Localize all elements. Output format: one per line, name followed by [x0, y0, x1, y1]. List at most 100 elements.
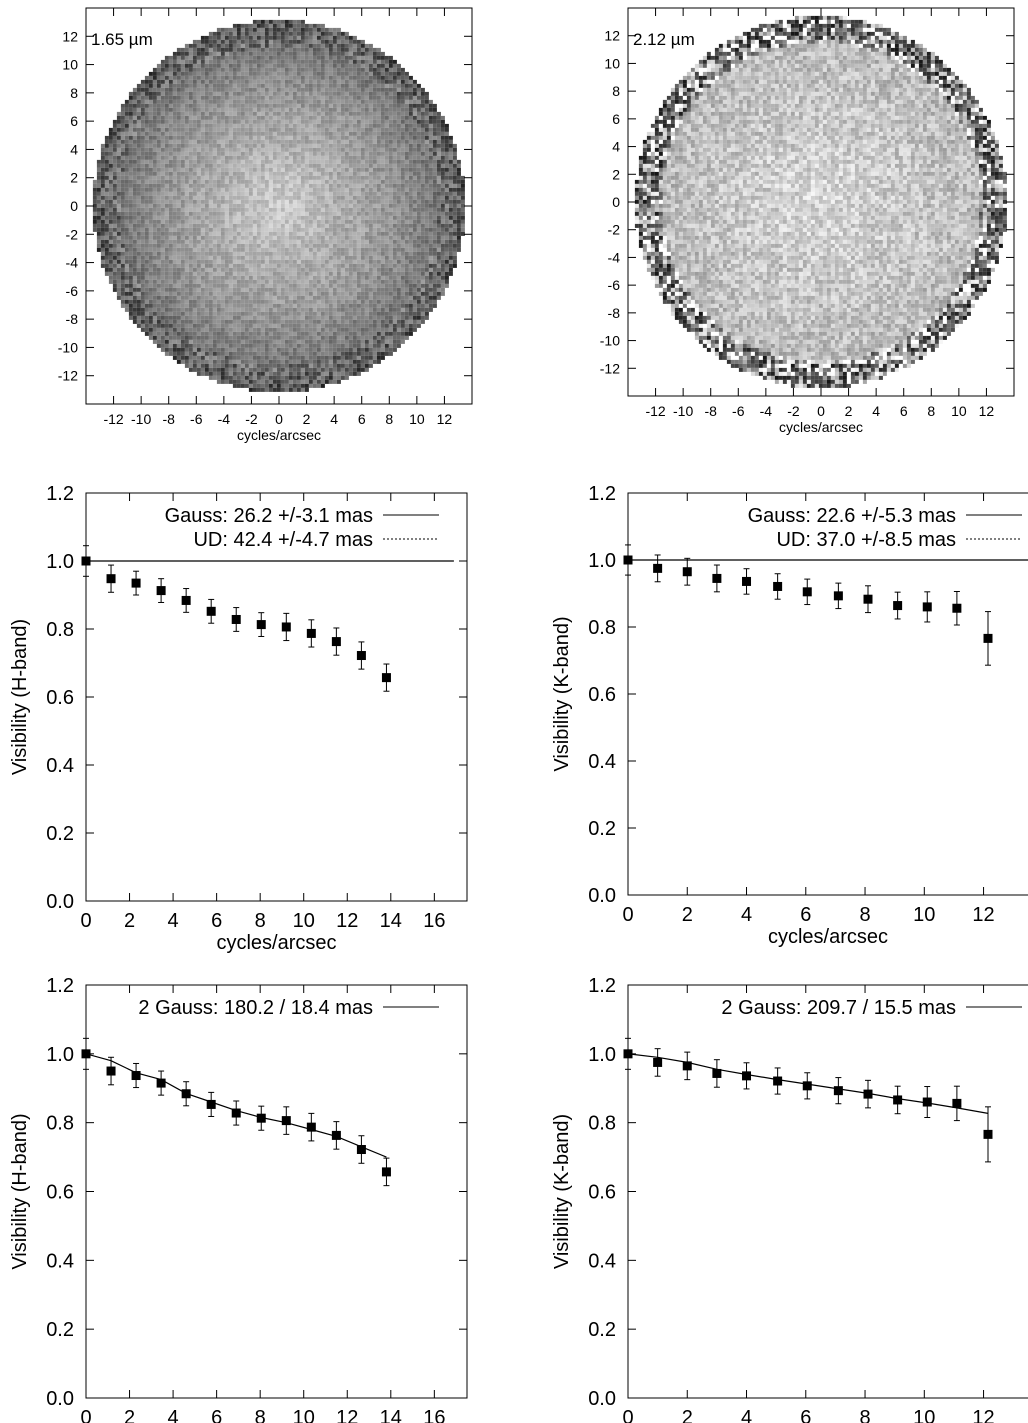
disk-pixel — [408, 75, 413, 80]
disk-pixel — [252, 119, 257, 124]
disk-pixel — [392, 119, 397, 124]
disk-pixel — [332, 131, 337, 136]
disk-pixel — [244, 195, 249, 200]
disk-pixel — [156, 135, 161, 140]
disk-pixel — [208, 271, 213, 276]
disk-pixel — [304, 251, 309, 256]
disk-pixel — [156, 167, 161, 172]
disk-pixel — [112, 155, 117, 160]
disk-pixel — [136, 119, 141, 124]
disk-pixel — [368, 87, 373, 92]
disk-pixel — [280, 59, 285, 64]
disk-pixel — [288, 231, 293, 236]
disk-pixel — [328, 155, 333, 160]
disk-pixel — [208, 35, 213, 40]
disk-pixel — [164, 103, 169, 108]
disk-pixel — [344, 247, 349, 252]
disk-pixel — [332, 31, 337, 36]
disk-pixel — [248, 247, 253, 252]
disk-pixel — [340, 167, 345, 172]
disk-pixel — [356, 255, 361, 260]
disk-pixel — [224, 63, 229, 68]
disk-pixel — [364, 255, 369, 260]
disk-pixel — [264, 127, 269, 132]
disk-pixel — [172, 91, 177, 96]
disk-pixel — [352, 243, 357, 248]
disk-pixel — [300, 115, 305, 120]
disk-pixel — [212, 91, 217, 96]
disk-pixel — [96, 179, 101, 184]
disk-pixel — [268, 143, 273, 148]
disk-pixel — [360, 107, 365, 112]
disk-pixel — [260, 67, 265, 72]
disk-pixel — [400, 243, 405, 248]
disk-pixel — [344, 219, 349, 224]
disk-pixel — [320, 51, 325, 56]
disk-pixel — [320, 135, 325, 140]
disk-pixel — [132, 167, 137, 172]
disk-pixel — [384, 71, 389, 76]
disk-pixel — [224, 107, 229, 112]
disk-pixel — [412, 235, 417, 240]
disk-pixel — [192, 175, 197, 180]
disk-pixel — [328, 235, 333, 240]
disk-pixel — [412, 123, 417, 128]
disk-pixel — [304, 271, 309, 276]
disk-pixel — [364, 79, 369, 84]
disk-pixel — [372, 239, 377, 244]
disk-pixel — [148, 215, 153, 220]
disk-pixel — [368, 151, 373, 156]
disk-pixel — [108, 263, 113, 268]
disk-pixel — [332, 75, 337, 80]
disk-pixel — [288, 43, 293, 48]
disk-pixel — [240, 207, 245, 212]
disk-pixel — [336, 247, 341, 252]
disk-pixel — [124, 239, 129, 244]
disk-pixel — [252, 239, 257, 244]
disk-pixel — [324, 95, 329, 100]
disk-pixel — [248, 55, 253, 60]
disk-pixel — [92, 207, 97, 212]
disk-pixel — [424, 187, 429, 192]
disk-pixel — [156, 231, 161, 236]
disk-pixel — [304, 143, 309, 148]
disk-pixel — [280, 175, 285, 180]
disk-pixel — [436, 243, 441, 248]
disk-pixel — [344, 107, 349, 112]
disk-pixel — [280, 179, 285, 184]
disk-pixel — [364, 187, 369, 192]
disk-pixel — [408, 191, 413, 196]
disk-pixel — [168, 159, 173, 164]
disk-pixel — [328, 103, 333, 108]
disk-pixel — [420, 259, 425, 264]
disk-pixel — [404, 227, 409, 232]
disk-pixel — [260, 123, 265, 128]
disk-pixel — [448, 271, 453, 276]
disk-pixel — [344, 147, 349, 152]
disk-pixel — [104, 263, 109, 268]
disk-pixel — [292, 67, 297, 72]
disk-pixel — [288, 227, 293, 232]
disk-pixel — [216, 139, 221, 144]
disk-pixel — [396, 95, 401, 100]
disk-pixel — [124, 139, 129, 144]
disk-pixel — [404, 99, 409, 104]
disk-pixel — [420, 271, 425, 276]
disk-pixel — [368, 167, 373, 172]
disk-pixel — [160, 251, 165, 256]
disk-pixel — [388, 207, 393, 212]
disk-pixel — [164, 207, 169, 212]
disk-pixel — [312, 75, 317, 80]
disk-pixel — [452, 247, 457, 252]
disk-pixel — [320, 251, 325, 256]
disk-pixel — [208, 263, 213, 268]
disk-pixel — [192, 195, 197, 200]
disk-pixel — [260, 199, 265, 204]
disk-pixel — [324, 155, 329, 160]
disk-pixel — [448, 171, 453, 176]
disk-pixel — [384, 251, 389, 256]
disk-pixel — [276, 267, 281, 272]
disk-pixel — [292, 139, 297, 144]
disk-pixel — [404, 211, 409, 216]
disk-pixel — [424, 119, 429, 124]
